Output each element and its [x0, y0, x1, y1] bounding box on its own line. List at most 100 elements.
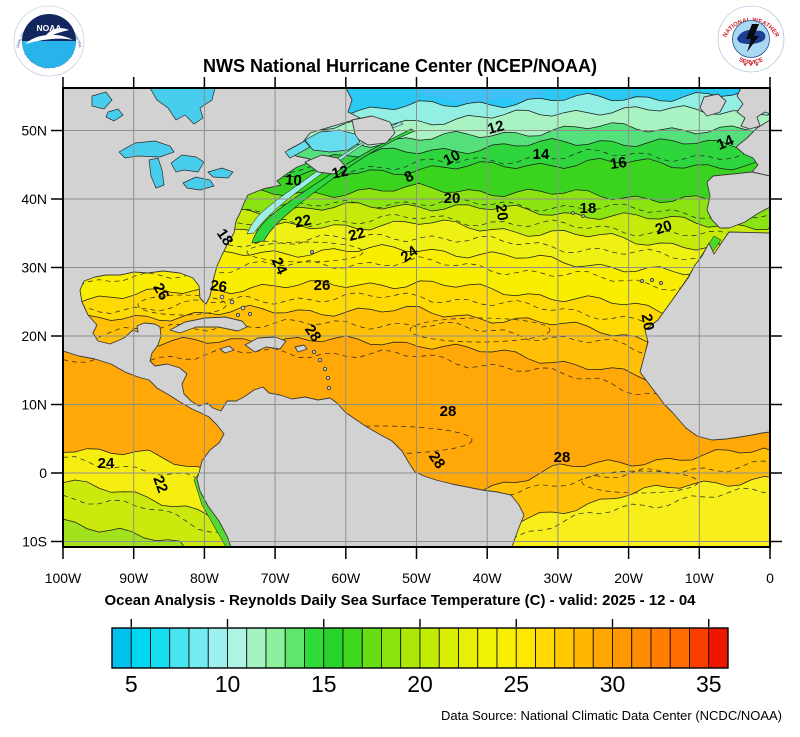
x-axis-label: 20W	[614, 570, 644, 586]
landmass-iberia	[706, 171, 770, 229]
contour-value-label: 22	[293, 212, 313, 232]
map-caption: Ocean Analysis - Reynolds Daily Sea Surf…	[104, 592, 696, 609]
landmass-hispaniola	[244, 336, 287, 353]
islands-lesser-antilles	[311, 349, 332, 391]
landmass-nova-scotia	[304, 154, 346, 175]
nws-lightning-icon	[746, 24, 759, 52]
contour-value-label: 20	[492, 203, 511, 222]
page-title: NWS National Hurricane Center (NCEP/NOAA…	[202, 56, 598, 76]
contour-line-dashed	[63, 197, 770, 225]
islands-bahamas	[219, 294, 253, 318]
colorbar-segment	[323, 627, 344, 669]
contour-line-dashed	[63, 148, 770, 188]
colorbar-segment	[342, 627, 363, 669]
colorbar-segment	[515, 627, 536, 669]
colorbar-segment	[111, 627, 132, 669]
contour-dashed	[581, 470, 699, 494]
landmass-puerto-rico	[294, 344, 308, 353]
colorbar-segment	[361, 627, 382, 669]
contour-dashed	[137, 294, 227, 316]
colorbar-segment	[592, 627, 613, 669]
contour-line-dashed	[63, 494, 231, 536]
noaa-globe-light	[22, 41, 76, 68]
colorbar-segment	[689, 627, 710, 669]
nws-logo: NATIONAL WEATHER SERVICE ★ ★ ★	[716, 4, 786, 79]
islands-atlantic	[310, 211, 663, 285]
y-axis-label: 40N	[21, 191, 47, 207]
colorbar-segment	[477, 627, 498, 669]
colorbar-segment	[535, 627, 556, 669]
colorbar-segment	[554, 627, 575, 669]
colorbar: 5 10 15 20 25 30 35	[111, 619, 729, 697]
colorbar-segment	[207, 627, 228, 669]
noaa-wordmark: NOAA	[36, 23, 61, 33]
y-axis-label: 50N	[21, 123, 47, 139]
y-axis-label: 30N	[21, 260, 47, 276]
colorbar-segment	[438, 627, 459, 669]
colorbar-segment	[304, 627, 325, 669]
contour-dashed	[409, 317, 551, 343]
colorbar-tick-label: 30	[600, 671, 626, 697]
contour-value-label: 16	[609, 154, 628, 173]
colorbar-segment	[265, 627, 286, 669]
lake-michigan	[148, 157, 165, 189]
colorbar-tick-label: 5	[125, 671, 138, 697]
colorbar-segment	[130, 627, 151, 669]
colorbar-segment	[573, 627, 594, 669]
contour-value-label: 22	[149, 474, 171, 495]
colorbar-segment	[284, 627, 305, 669]
colorbar-segment	[246, 627, 267, 669]
colorbar-tick-label: 15	[311, 671, 337, 697]
contour-value-label: 12	[330, 163, 350, 183]
y-axis-label: 20N	[21, 328, 47, 344]
colorbar-tick-label: 25	[503, 671, 529, 697]
nws-stars: ★ ★ ★	[743, 62, 760, 68]
sst-band	[63, 519, 185, 547]
contour-value-label: 10	[441, 147, 464, 170]
x-axis-label: 90W	[119, 570, 149, 586]
contour-value-label: 20	[444, 190, 461, 207]
colorbar-segment	[708, 627, 729, 669]
lake-small-1	[91, 91, 113, 110]
colorbar-segment	[419, 627, 440, 669]
hudson-bay	[149, 88, 216, 125]
colorbar-segment	[150, 627, 171, 669]
lake-erie	[182, 176, 215, 191]
y-axis-labels: 50N 40N 30N 20N 10N 0 10S	[21, 123, 47, 550]
x-axis-labels: 100W 90W 80W 70W 60W 50W 40W 30W 20W 10W 0	[45, 570, 774, 586]
colorbar-frame	[111, 627, 729, 669]
landmass-cuba	[169, 316, 248, 334]
contour-value-label: 18	[213, 226, 236, 249]
lake-ontario	[207, 167, 234, 179]
x-axis-label: 50W	[402, 570, 432, 586]
contour-value-label: 28	[554, 449, 571, 466]
colorbar-segment	[458, 627, 479, 669]
landmass-ireland	[699, 93, 727, 117]
noaa-bird-icon	[25, 34, 73, 44]
lake-huron	[170, 154, 205, 173]
colorbar-tick-label: 10	[215, 671, 241, 697]
contour-value-label: 24	[98, 455, 115, 472]
colorbar-segment	[188, 627, 209, 669]
contour-value-label: 20	[638, 313, 658, 332]
x-axis-label: 100W	[45, 570, 82, 586]
st-lawrence-river	[284, 140, 311, 159]
y-axis-label: 0	[39, 465, 47, 481]
contour-value-label: 14	[533, 146, 550, 163]
contour-line-dashed	[63, 256, 770, 298]
colorbar-segment	[400, 627, 421, 669]
contour-value-label: 26	[149, 280, 172, 303]
x-axis-label: 40W	[473, 570, 503, 586]
contour-value-label: 22	[347, 224, 368, 245]
colorbar-segment	[612, 627, 633, 669]
axis-ticks	[51, 77, 782, 559]
lake-superior	[118, 140, 175, 159]
contour-value-label: 18	[580, 200, 597, 217]
contour-value-label: 12	[486, 117, 507, 138]
x-axis-label: 0	[766, 570, 774, 586]
data-source-text: Data Source: National Climatic Data Cent…	[441, 708, 782, 723]
y-axis-label: 10S	[22, 534, 47, 550]
x-axis-label: 80W	[190, 570, 220, 586]
